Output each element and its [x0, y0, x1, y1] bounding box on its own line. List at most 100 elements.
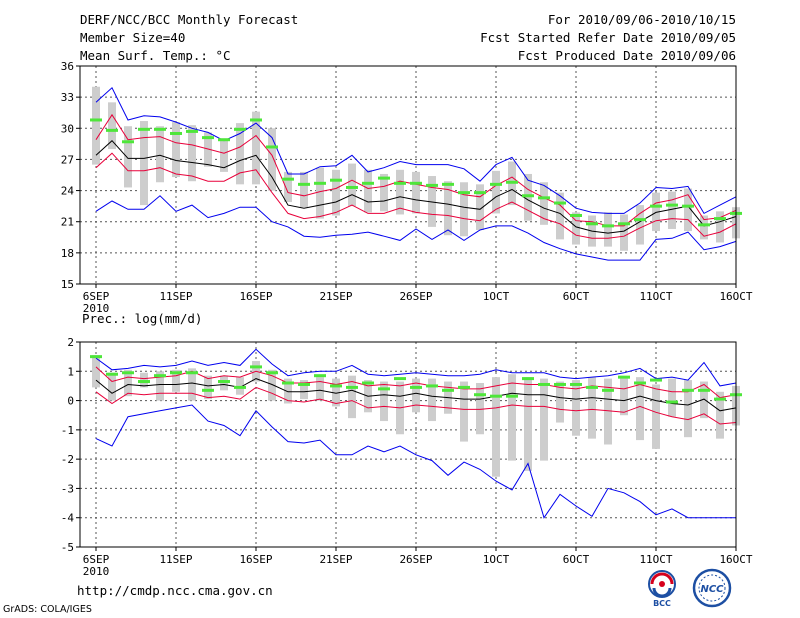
temp-marker	[138, 127, 150, 131]
precip-marker	[666, 400, 678, 404]
precip-upper-line	[95, 366, 737, 399]
ncc-logo: NCC	[688, 568, 736, 612]
precip-label: Prec.: log(mm/d)	[82, 311, 202, 326]
temp-marker	[202, 136, 214, 140]
precip-ytick-label: -3	[61, 482, 74, 495]
temp-spread-bar	[380, 173, 388, 212]
temp-spread-bar	[524, 173, 532, 221]
precip-marker	[282, 381, 294, 385]
precip-mean-line	[95, 378, 737, 412]
temp-marker	[298, 182, 310, 186]
precip-marker	[170, 371, 182, 375]
temp-marker	[314, 181, 326, 185]
precip-ytick-label: -4	[61, 512, 75, 525]
temp-marker	[122, 140, 134, 144]
temp-marker	[554, 201, 566, 205]
temp-spread-bar	[492, 170, 500, 214]
precip-spread-bar	[316, 377, 324, 401]
temp-spread-bar	[716, 211, 724, 243]
precip-xtick-label: 6SEP	[83, 553, 110, 566]
temp-spread-bar	[636, 205, 644, 245]
precip-marker	[714, 397, 726, 401]
temp-ytick-label: 36	[61, 60, 74, 73]
temp-mean-line	[95, 139, 737, 234]
temp-marker	[346, 185, 358, 189]
precip-xtick-label: 11OCT	[639, 553, 672, 566]
temp-ytick-label: 24	[61, 185, 75, 198]
temp-marker	[250, 118, 262, 122]
temp-xtick-label: 11OCT	[639, 290, 672, 303]
temp-marker	[506, 180, 518, 184]
temp-ytick-label: 33	[61, 91, 74, 104]
temp-spread-bar	[316, 167, 324, 219]
precip-lower-line	[95, 386, 737, 425]
temp-lower-line	[95, 152, 737, 239]
precip-marker	[650, 378, 662, 382]
temp-spread-bar	[236, 123, 244, 185]
temp-marker	[426, 183, 438, 187]
precip-xtick-label: 21SEP	[319, 553, 352, 566]
temp-spread-bar	[172, 122, 180, 178]
precip-spread-bar	[588, 377, 596, 439]
precip-marker	[234, 385, 246, 389]
temp-spread-bar	[364, 169, 372, 213]
temp-spread-bar	[220, 140, 228, 172]
temp-ytick-label: 30	[61, 122, 74, 135]
temp-marker	[394, 181, 406, 185]
precip-spread-bar	[572, 380, 580, 436]
precip-spread-bar	[172, 369, 180, 392]
temp-spread-bar	[428, 176, 436, 227]
precip-spread-bar	[284, 378, 292, 404]
temp-marker	[570, 213, 582, 217]
precip-spread-bar	[524, 377, 532, 471]
precip-spread-bar	[684, 380, 692, 438]
temp-spread-bar	[300, 171, 308, 208]
precip-marker	[122, 371, 134, 375]
precip-marker	[346, 385, 358, 389]
temp-spread-bar	[556, 192, 564, 240]
temp-marker	[714, 217, 726, 221]
precip-marker	[410, 385, 422, 389]
precip-marker	[202, 388, 214, 392]
temp-marker	[522, 194, 534, 198]
precip-plot-border	[79, 341, 737, 548]
temp-ytick-label: 21	[61, 216, 74, 229]
temp-spread-bar	[108, 102, 116, 150]
temp-spread-bar	[604, 212, 612, 247]
precip-min-line	[95, 404, 736, 519]
temp-spread-bar	[396, 169, 404, 215]
precip-marker	[330, 384, 342, 388]
precip-ytick-label: 1	[67, 365, 74, 378]
temp-marker	[650, 204, 662, 208]
temp-marker	[218, 138, 230, 142]
precip-marker	[138, 380, 150, 384]
precip-spread-bar	[380, 381, 388, 422]
precip-spread-bar	[508, 374, 516, 461]
temp-max-line	[95, 86, 737, 215]
precip-ytick-label: 2	[67, 336, 74, 349]
temp-marker	[698, 223, 710, 227]
temp-spread-bar	[268, 128, 276, 191]
precip-xtick-label: 26SEP	[399, 553, 432, 566]
temp-spread-bar	[188, 125, 196, 182]
precip-spread-bar	[204, 375, 212, 400]
precip-spread-bar	[668, 378, 676, 417]
temp-marker	[538, 196, 550, 200]
temp-marker	[666, 203, 678, 207]
svg-text:BCC: BCC	[653, 599, 671, 608]
temp-xtick-label: 26SEP	[399, 290, 432, 303]
precip-xtick-label: 16SEP	[239, 553, 272, 566]
precip-spread-bar	[476, 383, 484, 435]
precip-spread-bar	[460, 381, 468, 442]
website-url[interactable]: http://cmdp.ncc.cma.gov.cn	[77, 583, 273, 598]
precip-spread-bar	[108, 372, 116, 401]
bcc-logo: BCC	[640, 568, 684, 612]
precip-marker	[618, 375, 630, 379]
temp-marker	[682, 204, 694, 208]
precip-marker	[250, 365, 262, 369]
precip-marker	[602, 388, 614, 392]
temp-spread-bar	[140, 121, 148, 206]
precip-spread-bar	[540, 378, 548, 461]
temp-spread-bar	[476, 184, 484, 231]
precip-marker	[570, 382, 582, 386]
